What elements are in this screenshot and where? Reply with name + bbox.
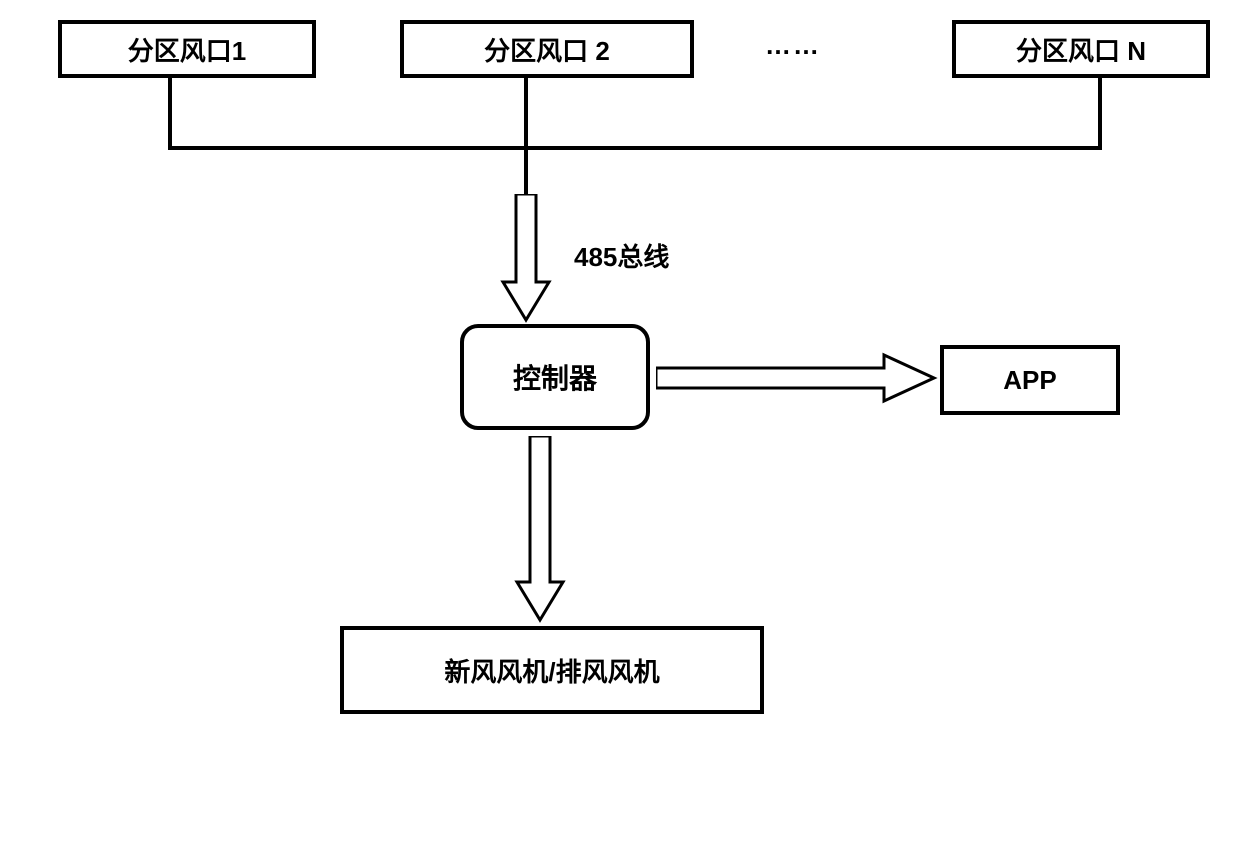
controller-box: 控制器 xyxy=(460,324,650,430)
zone-vent-2-label: 分区风口 2 xyxy=(484,31,610,68)
app-box: APP xyxy=(940,345,1120,415)
arrow-controller-to-app xyxy=(656,348,938,408)
fan-label: 新风风机/排风风机 xyxy=(444,652,659,689)
zone-vent-n-box: 分区风口 N xyxy=(952,20,1210,78)
zone2-drop-line xyxy=(524,78,528,146)
zone-vent-1-label: 分区风口1 xyxy=(128,31,246,68)
zone-vent-n-label: 分区风口 N xyxy=(1016,31,1146,68)
arrow-controller-to-fan xyxy=(510,436,570,624)
fan-box: 新风风机/排风风机 xyxy=(340,626,764,714)
zonen-drop-line xyxy=(1098,78,1102,146)
zone1-drop-line xyxy=(168,78,172,146)
bus-to-arrow-line xyxy=(524,146,528,194)
bus-label: 485总线 xyxy=(574,237,669,274)
horizontal-bus-line xyxy=(168,146,1102,150)
ellipsis-text: …… xyxy=(765,30,821,61)
zone-vent-2-box: 分区风口 2 xyxy=(400,20,694,78)
arrow-bus-to-controller xyxy=(496,194,556,324)
zone-vent-1-box: 分区风口1 xyxy=(58,20,316,78)
controller-label: 控制器 xyxy=(513,357,597,397)
app-label: APP xyxy=(1003,365,1056,396)
